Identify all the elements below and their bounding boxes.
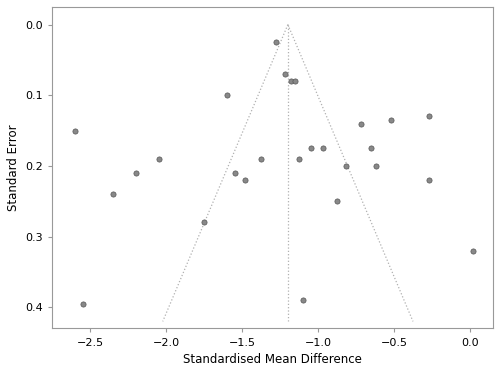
- Point: [299, 297, 307, 303]
- Point: [281, 71, 289, 77]
- Point: [425, 113, 433, 119]
- Point: [319, 145, 327, 151]
- Point: [425, 177, 433, 183]
- Point: [154, 156, 162, 162]
- Point: [287, 78, 295, 84]
- Point: [223, 92, 231, 98]
- Point: [200, 219, 208, 225]
- Point: [272, 39, 280, 45]
- Point: [132, 170, 140, 176]
- Point: [256, 156, 264, 162]
- Point: [71, 128, 79, 134]
- Point: [470, 248, 478, 254]
- Point: [357, 120, 365, 126]
- Point: [342, 163, 349, 169]
- Point: [109, 191, 117, 197]
- Point: [230, 170, 238, 176]
- Point: [78, 301, 86, 307]
- X-axis label: Standardised Mean Difference: Standardised Mean Difference: [183, 353, 362, 366]
- Y-axis label: Standard Error: Standard Error: [7, 125, 20, 211]
- Point: [294, 156, 302, 162]
- Point: [368, 145, 376, 151]
- Point: [242, 177, 250, 183]
- Point: [292, 78, 300, 84]
- Point: [387, 117, 395, 123]
- Point: [332, 198, 340, 204]
- Point: [306, 145, 314, 151]
- Point: [372, 163, 380, 169]
